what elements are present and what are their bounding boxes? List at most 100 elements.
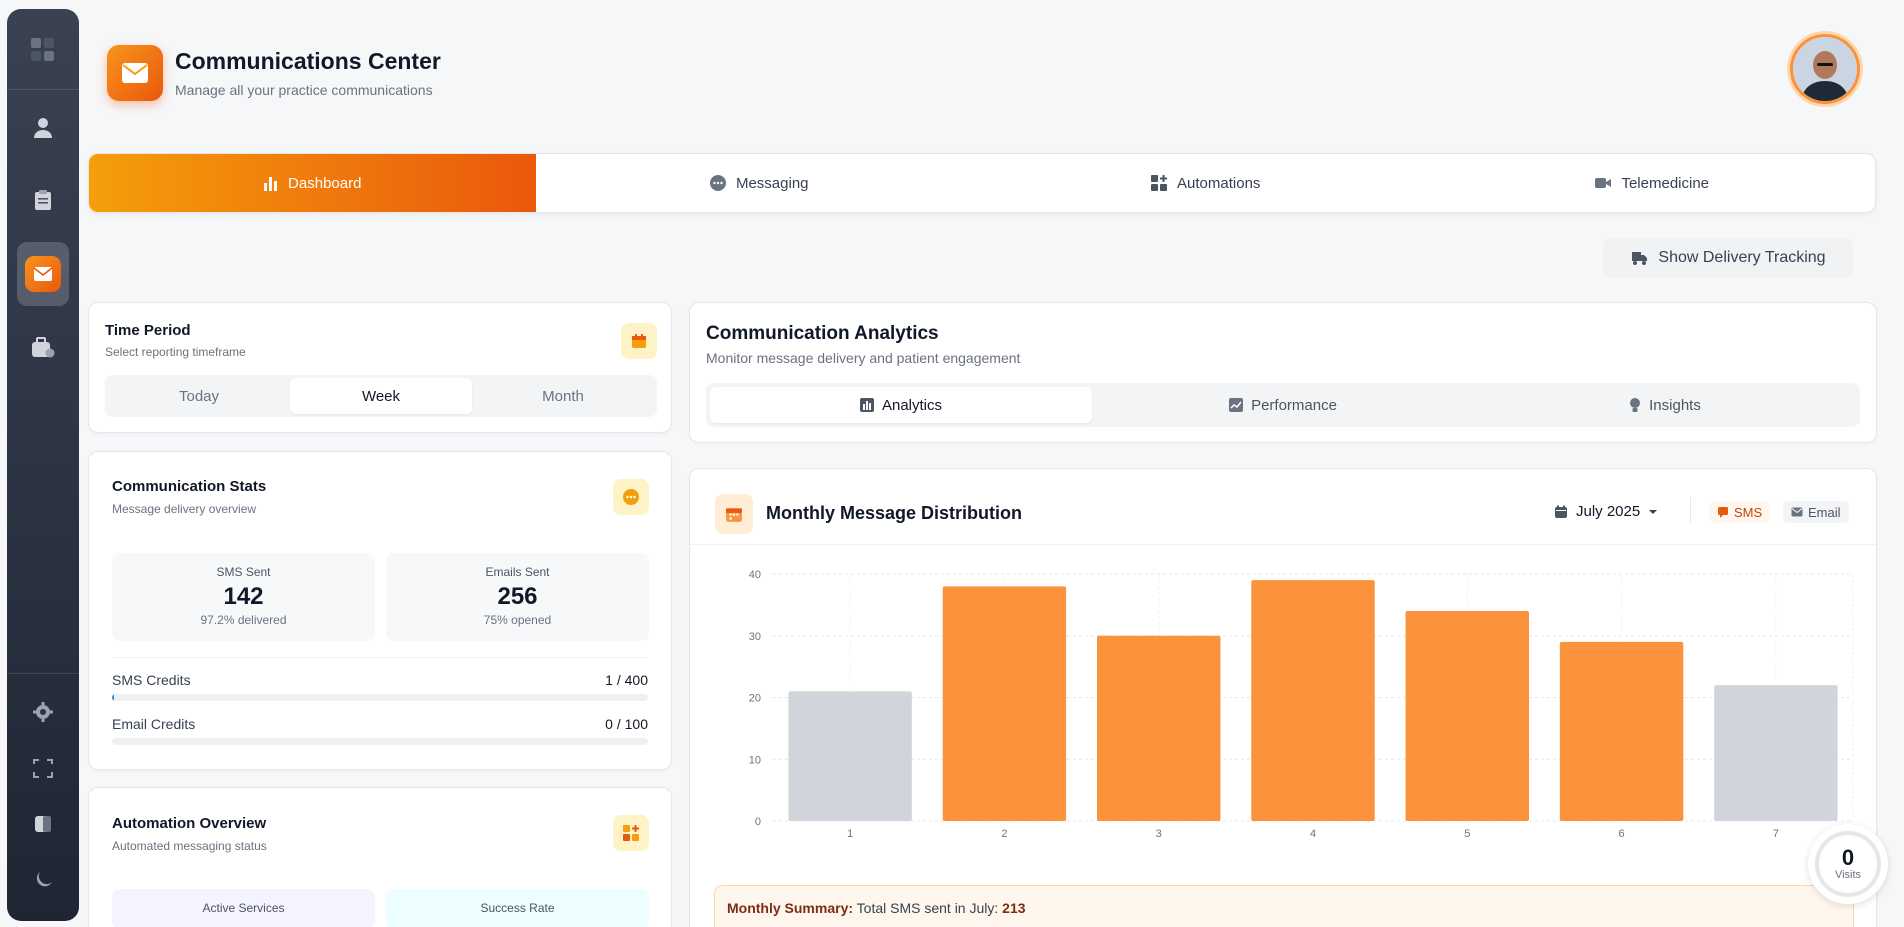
tab-automations[interactable]: Automations <box>982 154 1429 212</box>
header-divider <box>1690 497 1691 523</box>
monthly-summary-text: Total SMS sent in July: <box>856 900 999 916</box>
settings-gear-icon[interactable] <box>7 702 79 722</box>
tab-automations-label: Automations <box>1177 174 1261 192</box>
emails-sent-stat: Emails Sent 256 75% opened <box>386 553 649 641</box>
visits-value: 0 <box>1841 845 1855 870</box>
time-period-subtitle: Select reporting timeframe <box>105 345 246 359</box>
communication-stats-card: Communication Stats Message delivery ove… <box>88 451 672 770</box>
emails-opened-note: 75% opened <box>483 613 552 627</box>
email-credits-value: 0 / 100 <box>605 716 648 732</box>
legend-sms[interactable]: SMS <box>1709 501 1771 523</box>
time-period-selector: Today Week Month <box>105 375 657 417</box>
show-delivery-tracking-button[interactable]: Show Delivery Tracking <box>1603 238 1853 278</box>
month-selector-value: July 2025 <box>1576 503 1641 520</box>
sms-credits-bar-fill <box>112 694 114 701</box>
envelope-icon <box>1791 507 1803 517</box>
sms-credits-row: SMS Credits 1 / 400 <box>112 672 648 688</box>
communication-analytics-card: Communication Analytics Monitor message … <box>689 302 1877 443</box>
visits-label: Visits <box>1834 869 1862 881</box>
calendar-icon <box>715 494 753 534</box>
legend-sms-label: SMS <box>1734 504 1763 520</box>
sidebar-divider <box>7 89 79 90</box>
tab-messaging-label: Messaging <box>735 174 809 192</box>
medical-bag-icon[interactable] <box>7 337 79 359</box>
chat-bubble-icon <box>613 479 649 515</box>
bar-day-7[interactable] <box>1714 685 1838 821</box>
automation-overview-subtitle: Automated messaging status <box>112 839 267 853</box>
legend-email[interactable]: Email <box>1783 501 1849 523</box>
bar-day-2[interactable] <box>942 586 1067 821</box>
success-rate-stat: Success Rate <box>386 889 649 927</box>
bar-day-5[interactable] <box>1405 611 1529 821</box>
bar-chart-icon <box>859 398 874 412</box>
grid-plus-icon <box>1151 175 1168 191</box>
user-icon[interactable] <box>7 117 79 139</box>
y-tick-label: 0 <box>755 816 761 828</box>
grid-plus-icon <box>613 815 649 851</box>
bar-day-6[interactable] <box>1559 641 1684 821</box>
analytics-tab-performance[interactable]: Performance <box>1092 387 1474 423</box>
sms-credits-value: 1 / 400 <box>605 672 648 688</box>
tab-dashboard-label: Dashboard <box>288 174 362 192</box>
analytics-tab-insights[interactable]: Insights <box>1474 387 1856 423</box>
analytics-subtitle: Monitor message delivery and patient eng… <box>706 350 1021 366</box>
time-period-card: Time Period Select reporting timeframe T… <box>88 302 672 433</box>
sms-chat-icon <box>1718 507 1728 518</box>
tab-dashboard[interactable]: Dashboard <box>89 154 536 212</box>
delivery-truck-icon <box>1632 252 1648 265</box>
monthly-summary: Monthly Summary: Total SMS sent in July:… <box>714 885 1854 927</box>
x-tick-label: 2 <box>1001 828 1007 840</box>
x-tick-label: 1 <box>847 828 853 840</box>
month-selector[interactable]: July 2025 <box>1554 503 1658 520</box>
y-tick-label: 10 <box>749 754 761 766</box>
sms-credits-bar <box>112 694 648 701</box>
x-tick-label: 5 <box>1464 828 1470 840</box>
period-option-today[interactable]: Today <box>178 387 220 405</box>
message-distribution-chart: 0 10 20 30 40 1 2 3 4 5 6 7 <box>749 569 1854 840</box>
success-rate-label: Success Rate <box>480 901 555 915</box>
analytics-tabs: Analytics Performance Insights <box>706 383 1860 427</box>
visits-ring: 0 Visits <box>1815 831 1881 897</box>
bar-day-3[interactable] <box>1097 635 1221 821</box>
page-title: Communications Center <box>175 48 441 74</box>
envelope-icon <box>25 256 61 292</box>
sms-sent-stat: SMS Sent 142 97.2% delivered <box>112 553 375 641</box>
sidebar-item-communications[interactable] <box>17 242 69 306</box>
tab-telemedicine[interactable]: Telemedicine <box>1429 154 1876 212</box>
tab-telemedicine-label: Telemedicine <box>1621 174 1710 192</box>
tab-messaging[interactable]: Messaging <box>536 154 983 212</box>
sidebar <box>7 9 79 921</box>
analytics-tab-analytics[interactable]: Analytics <box>710 387 1092 423</box>
analytics-tab-insights-label: Insights <box>1649 396 1701 414</box>
visits-counter[interactable]: 0 Visits <box>1808 824 1888 904</box>
apps-grid-icon[interactable] <box>7 37 79 63</box>
sms-credits-label: SMS Credits <box>112 672 191 688</box>
user-avatar[interactable] <box>1790 34 1860 104</box>
distribution-header: Monthly Message Distribution July 2025 S… <box>690 469 1876 545</box>
video-camera-icon <box>1595 178 1612 188</box>
calendar-icon <box>621 323 657 359</box>
time-period-title: Time Period <box>105 322 191 339</box>
active-services-label: Active Services <box>202 901 285 915</box>
analytics-tab-analytics-label: Analytics <box>881 396 943 414</box>
automation-overview-title: Automation Overview <box>112 815 267 832</box>
clipboard-icon[interactable] <box>7 189 79 211</box>
sms-sent-label: SMS Sent <box>216 565 271 579</box>
period-option-week[interactable]: Week <box>290 378 472 414</box>
communications-app-icon <box>107 45 163 101</box>
monthly-summary-value: 213 <box>1002 900 1026 916</box>
sms-delivered-note: 97.2% delivered <box>200 613 287 627</box>
communication-stats-subtitle: Message delivery overview <box>112 502 257 516</box>
trend-icon <box>1229 398 1244 412</box>
y-tick-label: 40 <box>749 569 761 581</box>
bar-day-1[interactable] <box>788 691 912 821</box>
dark-mode-moon-icon[interactable] <box>7 870 79 890</box>
fullscreen-icon[interactable] <box>7 758 79 778</box>
analytics-title: Communication Analytics <box>706 323 939 344</box>
bar-day-4[interactable] <box>1251 580 1375 821</box>
legend-email-label: Email <box>1808 504 1841 520</box>
x-tick-label: 6 <box>1619 828 1625 840</box>
layout-toggle-icon[interactable] <box>7 815 79 833</box>
period-option-month[interactable]: Month <box>542 387 584 405</box>
x-tick-label: 4 <box>1310 828 1316 840</box>
